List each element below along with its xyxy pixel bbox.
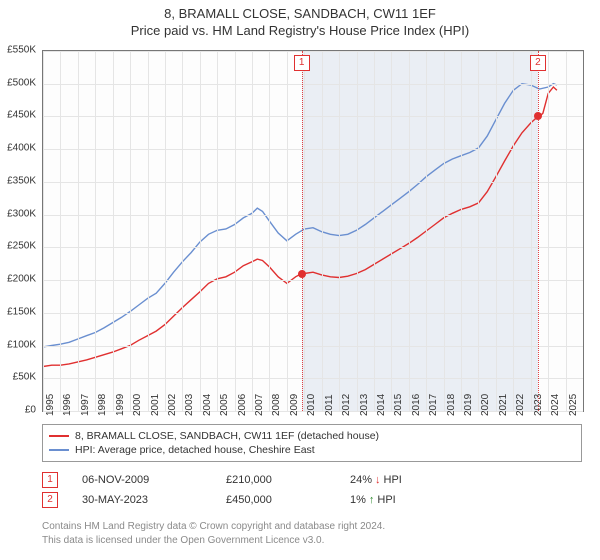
x-axis-label: 2019 xyxy=(463,394,474,416)
event-marker-dot xyxy=(534,112,542,120)
x-axis-label: 1996 xyxy=(62,394,73,416)
x-axis-label: 2002 xyxy=(167,394,178,416)
x-axis-label: 2016 xyxy=(411,394,422,416)
legend-and-events: 8, BRAMALL CLOSE, SANDBACH, CW11 1EF (de… xyxy=(42,424,582,510)
event-date: 30-MAY-2023 xyxy=(82,494,202,506)
x-axis-label: 2014 xyxy=(376,394,387,416)
legend-box: 8, BRAMALL CLOSE, SANDBACH, CW11 1EF (de… xyxy=(42,424,582,462)
y-axis-label: £250K xyxy=(7,241,36,252)
event-marker-dot xyxy=(298,270,306,278)
x-axis-label: 2001 xyxy=(150,394,161,416)
x-axis-label: 2012 xyxy=(341,394,352,416)
x-axis-label: 2007 xyxy=(254,394,265,416)
series-line xyxy=(43,87,557,367)
event-price: £450,000 xyxy=(226,494,326,506)
series-svg xyxy=(43,51,583,411)
y-axis-label: £100K xyxy=(7,339,36,350)
x-axis-label: 2017 xyxy=(428,394,439,416)
event-marker-line xyxy=(302,51,303,411)
event-row: 1 06-NOV-2009 £210,000 24% ↓ HPI xyxy=(42,470,582,490)
footer-line: Contains HM Land Registry data © Crown c… xyxy=(42,520,582,534)
x-axis-label: 2004 xyxy=(202,394,213,416)
event-delta: 1% ↑ HPI xyxy=(350,494,396,506)
x-axis-label: 2009 xyxy=(289,394,300,416)
x-axis-label: 2022 xyxy=(515,394,526,416)
event-marker-line xyxy=(538,51,539,411)
chart-area: 12 £0£50K£100K£150K£200K£250K£300K£350K£… xyxy=(42,50,582,410)
x-axis-label: 2003 xyxy=(184,394,195,416)
chart-title: 8, BRAMALL CLOSE, SANDBACH, CW11 1EF xyxy=(0,0,600,21)
x-axis-label: 1995 xyxy=(45,394,56,416)
y-axis-label: £0 xyxy=(25,405,36,416)
events-table: 1 06-NOV-2009 £210,000 24% ↓ HPI 2 30-MAY-202… xyxy=(42,470,582,510)
footer-attribution: Contains HM Land Registry data © Crown c… xyxy=(42,520,582,547)
x-axis-label: 2000 xyxy=(132,394,143,416)
x-axis-label: 2023 xyxy=(533,394,544,416)
plot-area: 12 xyxy=(42,50,584,412)
footer-line: This data is licensed under the Open Gov… xyxy=(42,534,582,548)
arrow-down-icon: ↓ xyxy=(375,474,381,486)
y-axis-label: £200K xyxy=(7,274,36,285)
x-axis-label: 2020 xyxy=(480,394,491,416)
event-date: 06-NOV-2009 xyxy=(82,474,202,486)
x-axis-label: 2010 xyxy=(306,394,317,416)
event-number: 2 xyxy=(42,492,58,508)
y-axis-label: £500K xyxy=(7,77,36,88)
y-axis-label: £550K xyxy=(7,45,36,56)
x-axis-label: 2018 xyxy=(446,394,457,416)
x-axis-label: 1997 xyxy=(80,394,91,416)
x-axis-label: 2011 xyxy=(324,394,335,416)
y-axis-label: £150K xyxy=(7,306,36,317)
y-axis-label: £300K xyxy=(7,208,36,219)
y-axis-label: £350K xyxy=(7,175,36,186)
legend-row-hpi: HPI: Average price, detached house, Ches… xyxy=(49,443,575,457)
y-axis-label: £450K xyxy=(7,110,36,121)
x-axis-label: 1998 xyxy=(97,394,108,416)
arrow-up-icon: ↑ xyxy=(369,494,375,506)
event-delta: 24% ↓ HPI xyxy=(350,474,402,486)
event-price: £210,000 xyxy=(226,474,326,486)
x-axis-label: 2015 xyxy=(393,394,404,416)
x-axis-label: 2005 xyxy=(219,394,230,416)
x-axis-label: 2008 xyxy=(271,394,282,416)
x-axis-label: 2024 xyxy=(550,394,561,416)
legend-label: HPI: Average price, detached house, Ches… xyxy=(75,444,315,456)
x-axis-label: 1999 xyxy=(115,394,126,416)
legend-label: 8, BRAMALL CLOSE, SANDBACH, CW11 1EF (de… xyxy=(75,430,379,442)
x-axis-label: 2006 xyxy=(237,394,248,416)
x-axis-label: 2021 xyxy=(498,394,509,416)
y-axis-label: £50K xyxy=(13,372,36,383)
event-marker-tag: 2 xyxy=(530,55,546,71)
legend-swatch xyxy=(49,449,69,451)
event-row: 2 30-MAY-2023 £450,000 1% ↑ HPI xyxy=(42,490,582,510)
x-axis-label: 2013 xyxy=(359,394,370,416)
legend-row-property: 8, BRAMALL CLOSE, SANDBACH, CW11 1EF (de… xyxy=(49,429,575,443)
event-number: 1 xyxy=(42,472,58,488)
legend-swatch xyxy=(49,435,69,437)
event-marker-tag: 1 xyxy=(294,55,310,71)
y-axis-label: £400K xyxy=(7,143,36,154)
chart-subtitle: Price paid vs. HM Land Registry's House … xyxy=(0,21,600,38)
x-axis-label: 2025 xyxy=(568,394,579,416)
